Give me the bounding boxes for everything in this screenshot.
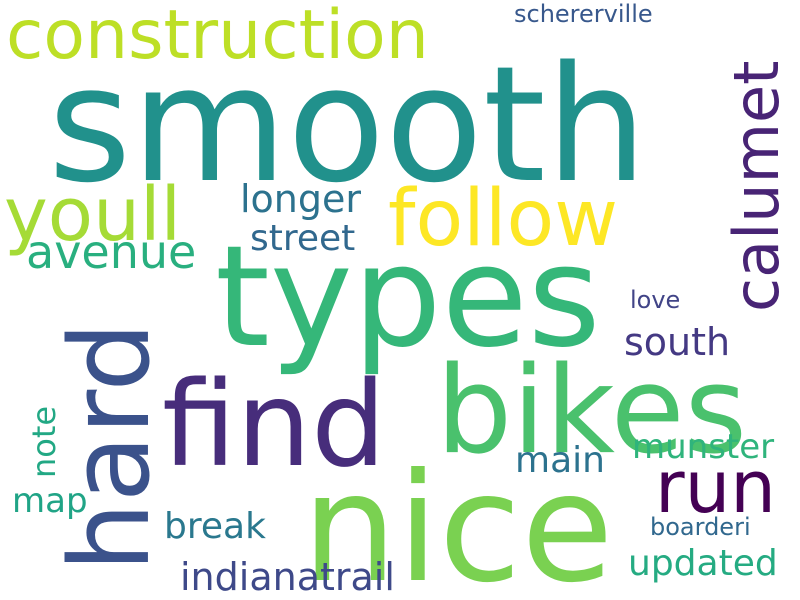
- word-south: south: [624, 320, 730, 364]
- word-find: find: [162, 355, 386, 493]
- word-nice: nice: [302, 442, 614, 600]
- word-longer: longer: [240, 177, 361, 221]
- word-types: types: [215, 216, 601, 379]
- word-smooth: smooth: [48, 31, 647, 218]
- word-bikes: bikes: [436, 342, 747, 481]
- word-note: note: [25, 406, 63, 478]
- word-calumet: calumet: [720, 61, 793, 312]
- word-follow: follow: [388, 174, 618, 264]
- word-avenue: avenue: [26, 225, 196, 279]
- word-construction: construction: [6, 0, 429, 75]
- word-break: break: [164, 506, 266, 547]
- word-munster: munster: [632, 427, 774, 467]
- word-run: run: [655, 445, 776, 529]
- word-map: map: [12, 481, 88, 521]
- word-schererville: schererville: [514, 0, 653, 28]
- word-street: street: [250, 218, 355, 259]
- word-love: love: [630, 286, 680, 314]
- word-youll: youll: [4, 172, 181, 258]
- word-indianatrail: indianatrail: [180, 555, 395, 599]
- word-hard: hard: [46, 322, 174, 572]
- word-updated: updated: [628, 543, 778, 584]
- word-main: main: [515, 440, 605, 481]
- word-boarderi: boarderi: [650, 513, 751, 541]
